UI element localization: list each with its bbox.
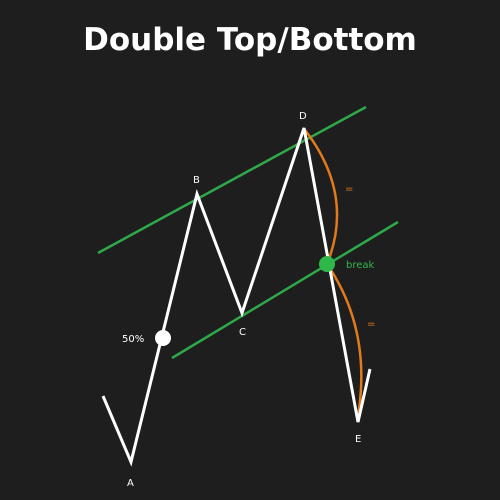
equal-mark-top: = — [345, 184, 353, 195]
lower-channel-line — [171, 220, 399, 360]
arc-d-to-break — [304, 129, 339, 265]
fifty-percent-label: 50% — [122, 334, 144, 345]
point-label-d: D — [299, 111, 307, 122]
price-path-line — [101, 127, 372, 467]
point-label-e: E — [355, 434, 361, 445]
break-dot — [319, 256, 335, 272]
break-label: break — [346, 260, 375, 271]
upper-channel-line — [97, 105, 367, 255]
fifty-percent-dot — [155, 330, 171, 346]
equal-mark-bottom: = — [367, 319, 375, 330]
point-label-a: A — [127, 478, 134, 489]
diagram-title: Double Top/Bottom — [83, 22, 417, 58]
point-label-b: B — [193, 175, 200, 186]
point-label-c: C — [239, 327, 246, 338]
arc-break-to-e — [325, 263, 363, 417]
